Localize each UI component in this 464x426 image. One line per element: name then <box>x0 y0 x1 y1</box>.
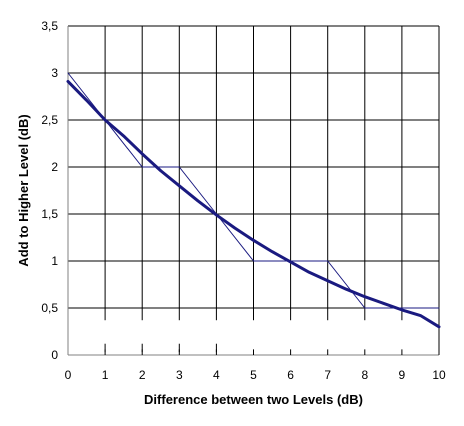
x-axis-title: Difference between two Levels (dB) <box>144 392 363 407</box>
tick-labels: 0 1 2 3 4 5 6 7 8 9 10 0 0,5 1 1,5 2 2,5 3 3,5 <box>41 19 446 382</box>
y-tick-label: 0,5 <box>41 301 58 315</box>
x-tick-label: 8 <box>361 368 368 382</box>
y-tick-label: 0 <box>51 348 58 362</box>
series-step-line <box>67 72 440 309</box>
x-tick-label: 5 <box>250 368 257 382</box>
x-tick-label: 9 <box>399 368 406 382</box>
x-tick-label: 0 <box>65 368 72 382</box>
x-tick-label: 7 <box>324 368 331 382</box>
y-tick-label: 3 <box>51 66 58 80</box>
x-tick-label: 3 <box>176 368 183 382</box>
x-tick-label: 6 <box>287 368 294 382</box>
y-tick-label: 2,5 <box>41 113 58 127</box>
x-tick-label: 1 <box>102 368 109 382</box>
y-tick-label: 1,5 <box>41 207 58 221</box>
series-layer <box>66 72 441 329</box>
x-tick-label: 4 <box>213 368 220 382</box>
y-tick-label: 3,5 <box>41 19 58 33</box>
grid-gap-band <box>70 320 437 350</box>
x-tick-label: 2 <box>139 368 146 382</box>
grid <box>67 25 440 356</box>
y-axis-title: Add to Higher Level (dB) <box>16 114 31 266</box>
y-tick-label: 1 <box>51 254 58 268</box>
y-tick-label: 2 <box>51 160 58 174</box>
series-curve-line <box>66 79 441 329</box>
x-tick-label: 10 <box>432 368 446 382</box>
